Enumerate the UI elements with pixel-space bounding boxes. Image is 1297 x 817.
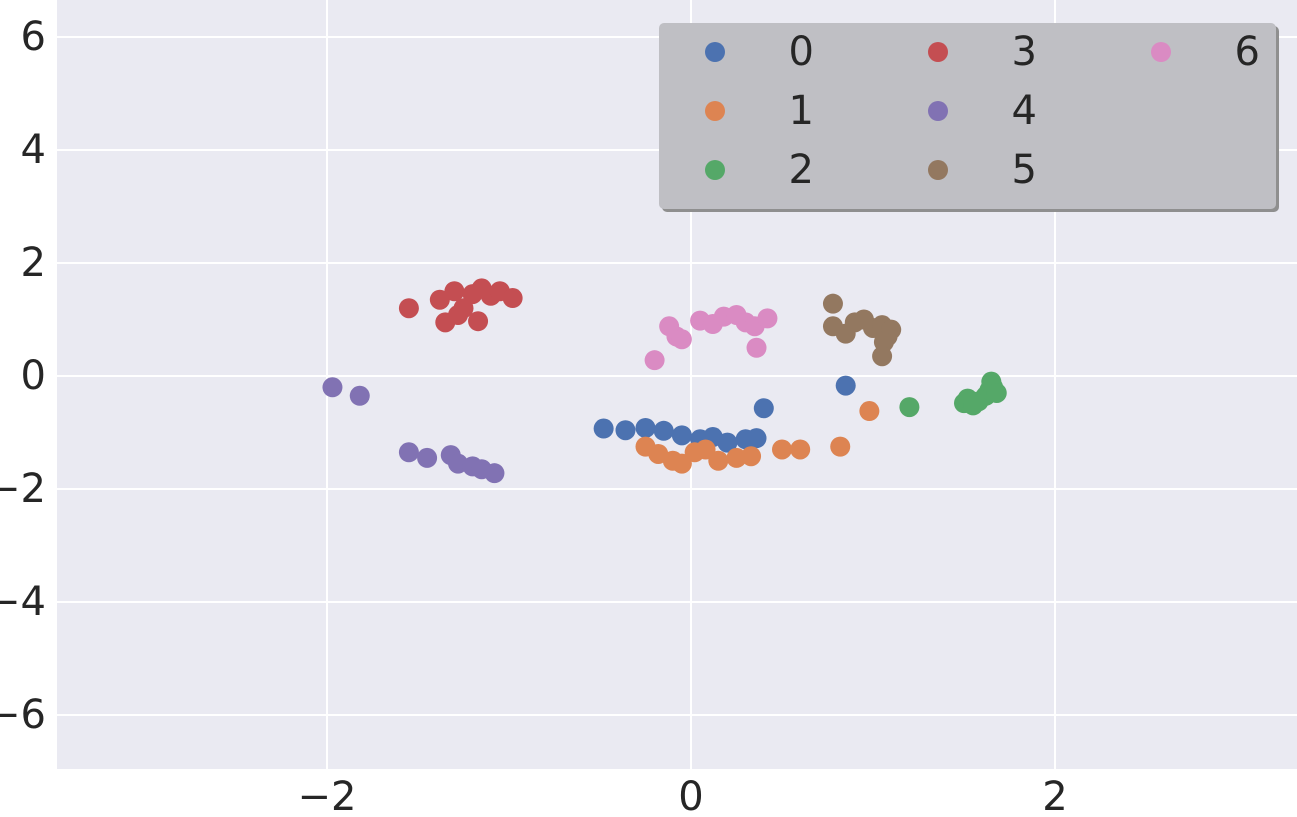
point-series-2 [963, 395, 984, 416]
point-series-6 [671, 329, 692, 350]
legend-marker-2 [705, 160, 725, 180]
y-tick-label: 6 [21, 14, 46, 60]
legend-label-0: 0 [789, 29, 814, 75]
point-series-0 [615, 420, 636, 441]
y-axis-ticks: −6 −4 −2 0 2 4 6 [0, 14, 46, 738]
y-tick-label: −6 [0, 692, 46, 738]
legend-marker-0 [705, 42, 725, 62]
point-series-0 [653, 420, 674, 441]
legend-marker-4 [928, 101, 948, 121]
legend-marker-5 [928, 160, 948, 180]
data-points [322, 278, 1007, 484]
point-series-0 [593, 418, 614, 439]
legend-marker-3 [928, 42, 948, 62]
point-series-1 [708, 450, 729, 471]
point-series-0 [717, 432, 738, 453]
point-series-0 [746, 428, 767, 449]
point-series-6 [644, 350, 665, 371]
point-series-3 [398, 298, 419, 319]
point-series-4 [484, 463, 505, 484]
point-series-1 [741, 446, 762, 467]
y-tick-label: 0 [21, 353, 46, 399]
legend-label-4: 4 [1012, 88, 1037, 134]
point-series-6 [746, 337, 767, 358]
legend-label-2: 2 [789, 147, 814, 193]
x-tick-label: 0 [678, 774, 703, 817]
point-series-3 [468, 311, 489, 332]
point-series-3 [429, 289, 450, 310]
legend-label-6: 6 [1235, 29, 1260, 75]
point-series-5 [822, 293, 843, 314]
legend-box [659, 23, 1276, 209]
point-series-1 [726, 447, 747, 468]
point-series-0 [835, 375, 856, 396]
point-series-1 [859, 401, 880, 422]
legend-marker-6 [1151, 42, 1171, 62]
point-series-0 [635, 417, 656, 438]
y-tick-label: −2 [0, 466, 46, 512]
point-series-4 [322, 377, 343, 398]
legend-marker-1 [705, 101, 725, 121]
legend: 0 1 2 3 4 5 6 [659, 23, 1279, 212]
point-series-4 [417, 447, 438, 468]
point-series-6 [757, 308, 778, 329]
legend-label-3: 3 [1012, 29, 1037, 75]
legend-label-1: 1 [789, 88, 814, 134]
x-tick-label: −2 [298, 774, 357, 817]
x-tick-label: 2 [1042, 774, 1067, 817]
point-series-0 [753, 398, 774, 419]
point-series-1 [772, 439, 792, 460]
point-series-2 [986, 382, 1007, 403]
point-series-3 [502, 288, 523, 309]
y-tick-label: 2 [21, 240, 46, 286]
legend-label-5: 5 [1012, 147, 1037, 193]
point-series-1 [790, 439, 811, 460]
point-series-3 [448, 304, 469, 325]
point-series-4 [349, 385, 370, 406]
point-series-1 [830, 436, 851, 457]
point-series-3 [444, 281, 465, 302]
point-series-5 [872, 346, 893, 367]
y-tick-label: 4 [21, 127, 46, 173]
point-series-0 [671, 425, 692, 446]
point-series-2 [899, 397, 920, 418]
y-tick-label: −4 [0, 579, 46, 625]
point-series-4 [398, 442, 419, 463]
